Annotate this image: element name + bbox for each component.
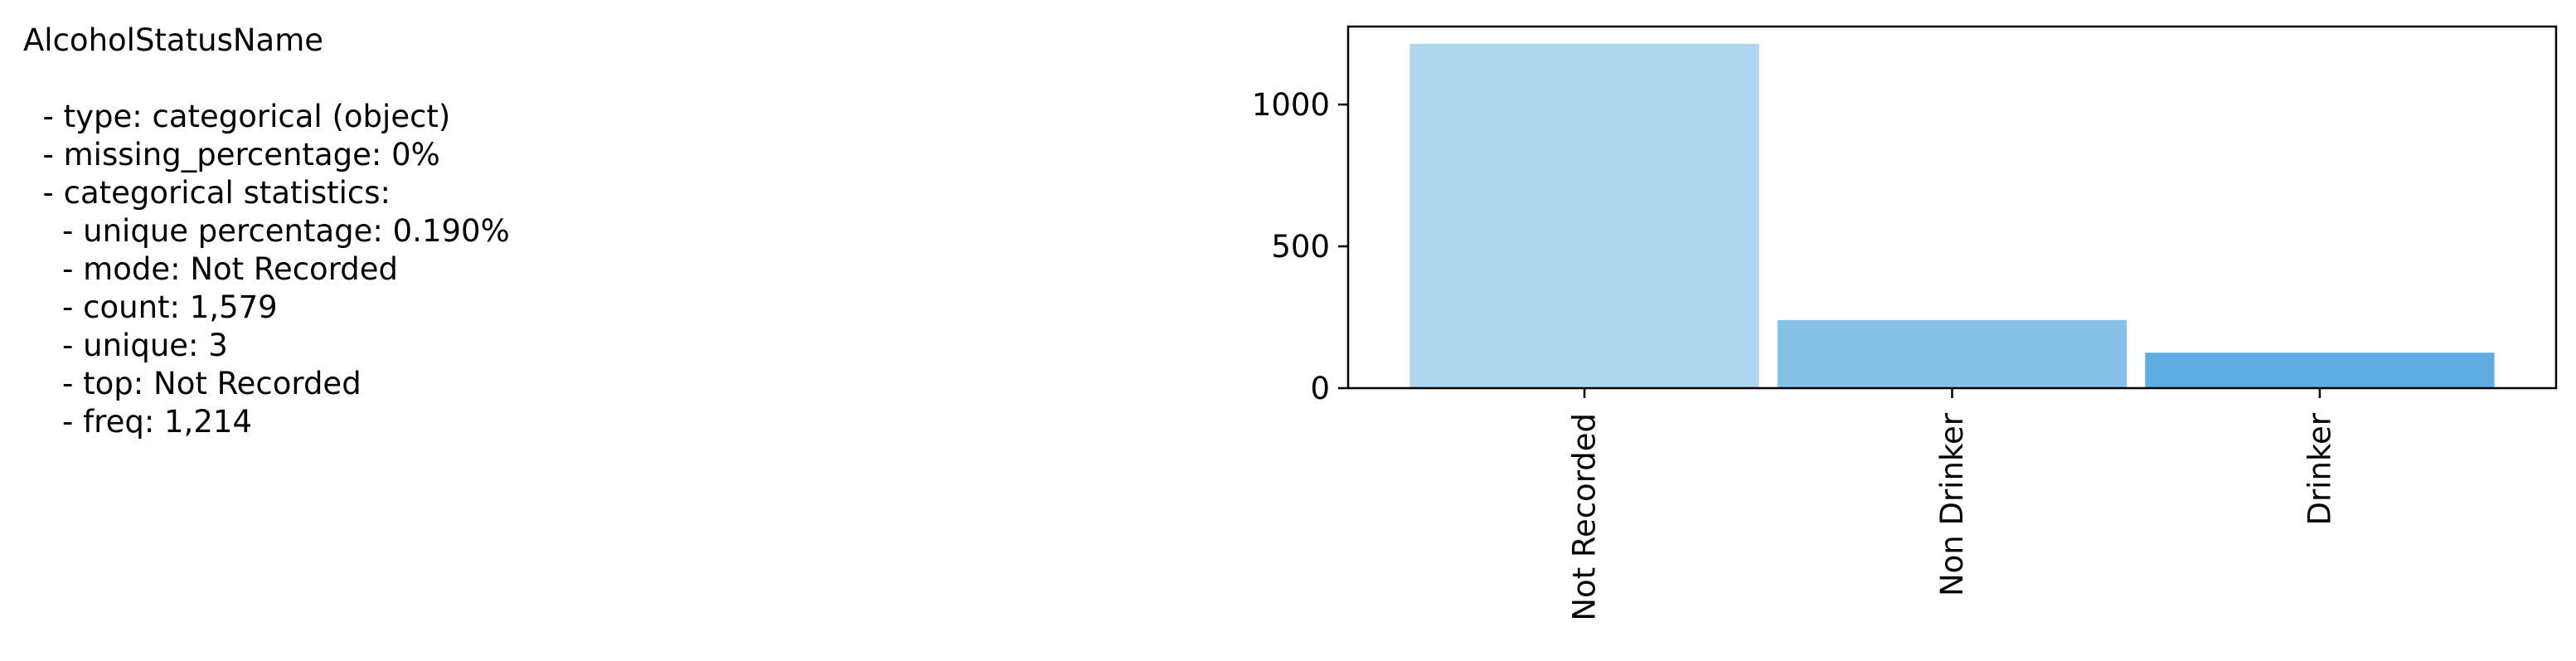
bar-not-recorded xyxy=(1409,43,1759,388)
stats-line: - top: Not Recorded xyxy=(23,366,361,401)
y-tick-label: 500 xyxy=(1271,229,1330,265)
stats-line: - mode: Not Recorded xyxy=(23,251,398,287)
bar-non-drinker xyxy=(1777,319,2127,388)
stats-line: - missing_percentage: 0% xyxy=(23,137,440,173)
bar-drinker xyxy=(2145,352,2495,388)
y-axis-ticks: 0 500 1000 xyxy=(1252,87,1348,406)
x-tick-label: Not Recorded xyxy=(1567,413,1603,621)
x-tick-label: Drinker xyxy=(2302,412,2337,525)
column-name-heading: AlcoholStatusName xyxy=(23,22,323,58)
stats-line: - type: categorical (object) xyxy=(23,99,451,134)
y-tick-label: 1000 xyxy=(1252,87,1330,123)
x-axis-ticks: Not Recorded Non Drinker Drinker xyxy=(1567,388,2337,621)
stats-line: - categorical statistics: xyxy=(23,175,391,211)
stats-line: - freq: 1,214 xyxy=(23,404,252,440)
stats-line: - unique percentage: 0.190% xyxy=(23,213,510,249)
bars-group xyxy=(1409,43,2495,388)
x-tick-label: Non Drinker xyxy=(1934,412,1970,596)
column-stats-panel: AlcoholStatusName - type: categorical (o… xyxy=(23,22,510,441)
stats-line: - count: 1,579 xyxy=(23,289,278,325)
y-tick-label: 0 xyxy=(1310,371,1330,406)
stats-line: - unique: 3 xyxy=(23,328,228,363)
